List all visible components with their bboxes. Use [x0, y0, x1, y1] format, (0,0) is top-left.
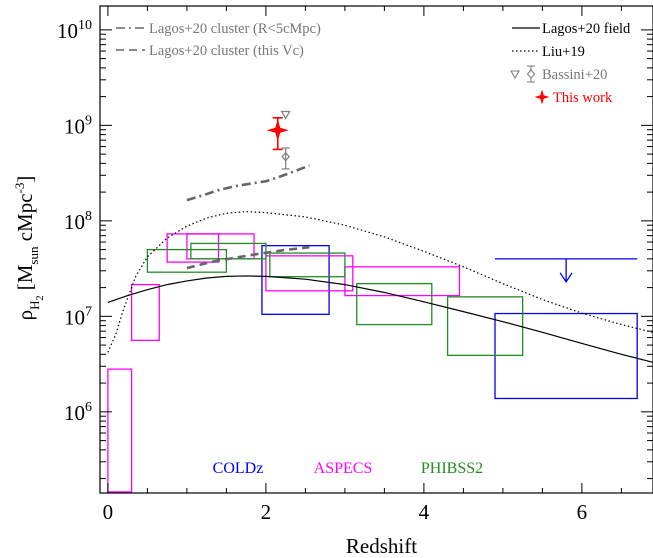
survey-label: COLDz — [213, 460, 264, 477]
series-line-2 — [186, 245, 310, 270]
legend-left: Lagos+20 cluster (R<5cMpc) Lagos+20 clust… — [116, 21, 321, 59]
y-axis: 106 107 108 109 1010 — [57, 18, 653, 480]
y-tick-label: 107 — [64, 304, 92, 329]
x-axis: 0 2 4 6 — [103, 6, 622, 524]
aspecs-box-6 — [344, 266, 461, 297]
survey-labels: COLDz ASPECS PHIBSS2 — [213, 460, 483, 477]
x-tick-label: 2 — [261, 500, 272, 524]
aspecs-box-2 — [130, 283, 160, 342]
legend-label: Lagos+20 cluster (this Vc) — [149, 43, 304, 59]
legend-label: This work — [553, 90, 613, 106]
legend-label: Lagos+20 cluster (R<5cMpc) — [149, 21, 321, 37]
legend-label: Lagos+20 field — [542, 21, 631, 37]
y-tick-label: 106 — [64, 400, 92, 425]
survey-boxes — [107, 233, 638, 493]
x-tick-label: 6 — [577, 500, 588, 524]
aspecs-box-3 — [166, 233, 220, 263]
series-line-4 — [107, 210, 653, 353]
bassini-diamond-marker — [281, 151, 290, 162]
phibss2-box-5 — [446, 296, 524, 357]
survey-label: ASPECS — [314, 460, 373, 477]
plot-area — [107, 110, 653, 493]
legend-star-icon — [534, 89, 550, 105]
coldz-box-1 — [261, 244, 330, 315]
y-tick-label: 1010 — [57, 18, 92, 43]
legend-label: Bassini+20 — [542, 67, 607, 83]
aspecs-box-5 — [265, 255, 354, 292]
survey-label: PHIBSS2 — [421, 460, 483, 477]
phibss2-box-3 — [269, 252, 346, 278]
y-tick-label: 109 — [64, 113, 92, 138]
bassini-triangle-marker — [280, 110, 291, 120]
this-work-star-marker — [266, 119, 289, 142]
y-axis-label: ρH2 [Msun cMpc-3] — [12, 176, 46, 321]
series-line-3 — [107, 275, 653, 363]
upper-limit-arrow-head — [559, 272, 573, 283]
legend-label: Liu+19 — [542, 44, 585, 60]
phibss2-box-1 — [146, 248, 228, 273]
legend-right: Lagos+20 field Liu+19 Bassini+20 This work — [510, 21, 631, 106]
x-tick-label: 4 — [419, 500, 430, 524]
aspecs-box-1 — [107, 368, 133, 493]
series-line-1 — [186, 164, 310, 202]
x-tick-label: 0 — [103, 500, 114, 524]
legend-diamond-icon — [526, 69, 536, 79]
legend-triangle-icon — [510, 70, 520, 80]
x-axis-label: Redshift — [346, 534, 417, 558]
y-tick-label: 108 — [64, 209, 92, 234]
